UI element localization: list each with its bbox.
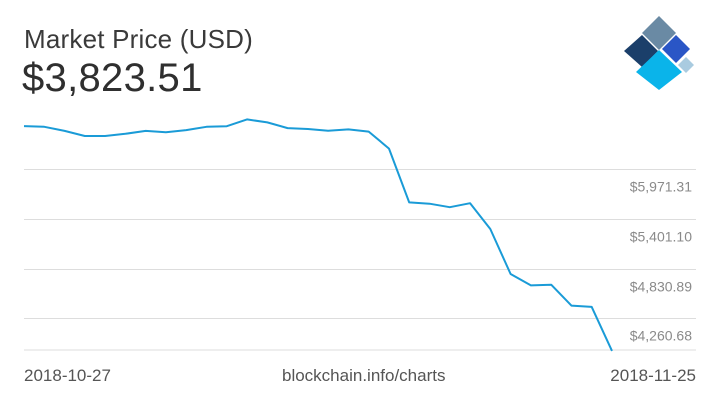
logo-lightblue-square bbox=[678, 57, 694, 73]
blockchain-logo-icon bbox=[624, 16, 694, 90]
logo-cyan-square bbox=[636, 50, 682, 90]
logo-gray-square bbox=[642, 16, 676, 50]
x-axis-start-date: 2018-10-27 bbox=[24, 366, 111, 385]
y-tick-label: $4,830.89 bbox=[630, 279, 692, 295]
price-series-line bbox=[23, 118, 613, 352]
current-price: $3,823.51 bbox=[22, 56, 203, 100]
logo-dark-square bbox=[624, 35, 658, 67]
y-tick-label: $5,971.31 bbox=[630, 179, 692, 195]
chart-title: Market Price (USD) bbox=[24, 24, 253, 54]
source-link[interactable]: blockchain.info/charts bbox=[282, 366, 446, 385]
y-tick-label: $4,260.68 bbox=[630, 328, 692, 344]
y-axis-labels: $4,260.68 $4,830.89 $5,401.10 $5,971.31 bbox=[630, 179, 692, 344]
logo-blue-square bbox=[662, 35, 690, 63]
y-tick-label: $5,401.10 bbox=[630, 229, 692, 245]
x-axis-end-date: 2018-11-25 bbox=[610, 366, 696, 385]
grid-lines bbox=[24, 169, 696, 351]
series-layer bbox=[23, 118, 613, 352]
